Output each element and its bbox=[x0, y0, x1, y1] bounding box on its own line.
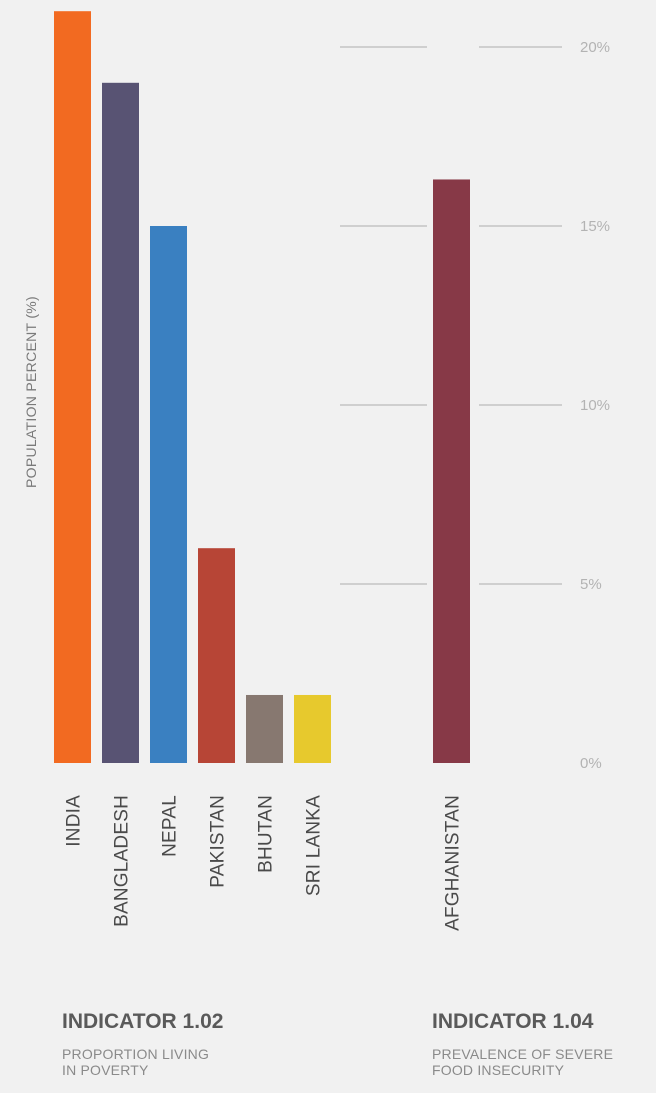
bar-bhutan bbox=[246, 695, 283, 763]
indicator-1-04-description-line-1: PREVALENCE OF SEVERE bbox=[432, 1046, 613, 1062]
category-label-sri-lanka: SRI LANKA bbox=[304, 795, 325, 896]
category-label-nepal: NEPAL bbox=[160, 795, 181, 857]
indicator-1-04-description: PREVALENCE OF SEVERE FOOD INSECURITY bbox=[432, 1046, 613, 1078]
bar-sri-lanka bbox=[294, 695, 331, 763]
y-tick-5: 5% bbox=[580, 576, 602, 593]
indicator-1-02-caption: INDICATOR 1.02 PROPORTION LIVING IN POVE… bbox=[62, 1010, 223, 1078]
indicator-1-02-description-line-1: PROPORTION LIVING bbox=[62, 1046, 223, 1062]
y-tick-15: 15% bbox=[580, 218, 610, 235]
y-tick-20: 20% bbox=[580, 39, 610, 56]
bars bbox=[54, 11, 470, 763]
bar-bangladesh bbox=[102, 83, 139, 763]
indicator-1-04-caption: INDICATOR 1.04 PREVALENCE OF SEVERE FOOD… bbox=[432, 1010, 613, 1078]
category-label-bhutan: BHUTAN bbox=[256, 795, 277, 873]
category-label-india: INDIA bbox=[64, 795, 85, 847]
category-labels: INDIA BANGLADESH NEPAL PAKISTAN BHUTAN SRI LA… bbox=[64, 795, 464, 931]
bar-pakistan bbox=[198, 548, 235, 763]
y-tick-0: 0% bbox=[580, 755, 602, 772]
indicator-1-02-description-line-2: IN POVERTY bbox=[62, 1062, 223, 1078]
bar-nepal bbox=[150, 226, 187, 763]
bar-afghanistan bbox=[433, 179, 470, 763]
y-tick-labels: 0% 5% 10% 15% 20% bbox=[580, 39, 610, 772]
category-label-pakistan: PAKISTAN bbox=[208, 795, 229, 888]
bar-india bbox=[54, 11, 91, 763]
y-tick-10: 10% bbox=[580, 397, 610, 414]
indicator-1-04-description-line-2: FOOD INSECURITY bbox=[432, 1062, 613, 1078]
y-axis-label: POPULATION PERCENT (%) bbox=[23, 296, 39, 488]
indicator-1-04-title: INDICATOR 1.04 bbox=[432, 1010, 613, 1034]
category-label-afghanistan: AFGHANISTAN bbox=[443, 795, 464, 931]
indicator-1-02-description: PROPORTION LIVING IN POVERTY bbox=[62, 1046, 223, 1078]
category-label-bangladesh: BANGLADESH bbox=[112, 795, 133, 927]
indicator-1-02-title: INDICATOR 1.02 bbox=[62, 1010, 223, 1034]
